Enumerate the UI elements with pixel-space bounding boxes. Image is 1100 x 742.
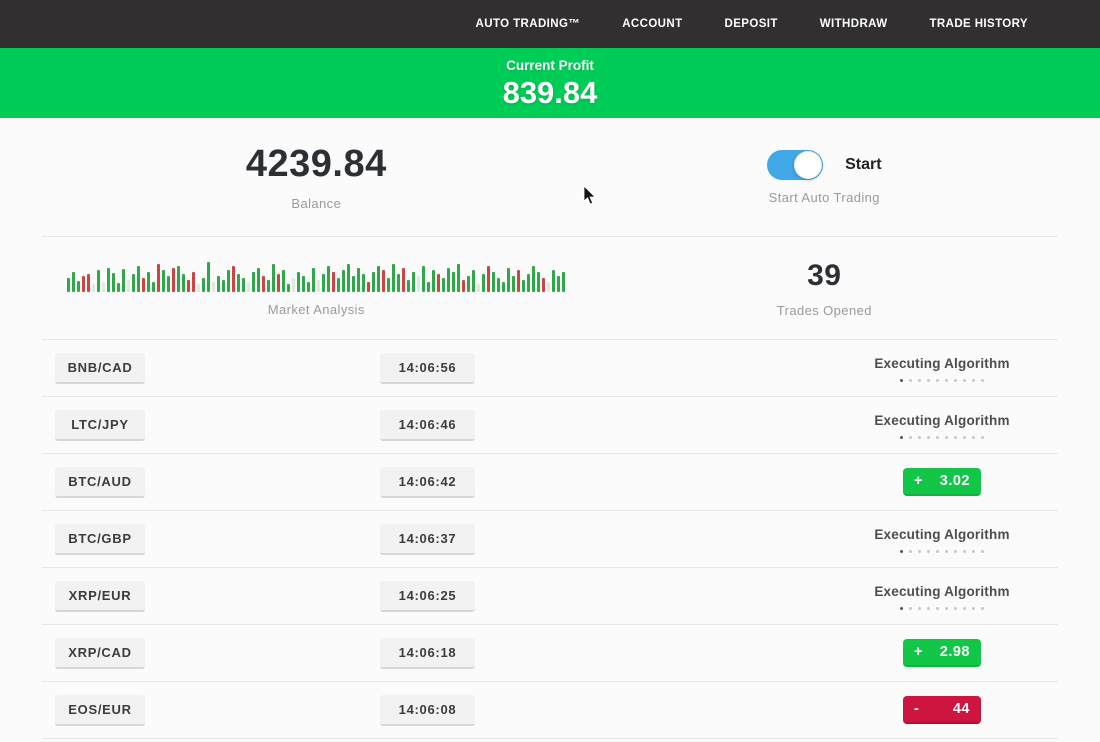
trades-opened-label: Trades Opened (776, 302, 872, 318)
pair-badge[interactable]: LTC/JPY (55, 409, 145, 441)
nav-deposit[interactable]: DEPOSIT (724, 18, 778, 30)
market-section: Market Analysis 39 Trades Opened (42, 237, 1058, 340)
time-badge: 14:06:46 (380, 409, 475, 441)
current-profit-value: 839.84 (502, 75, 598, 110)
table-row: LTC/JPY 14:06:46 Executing Algorithm (42, 397, 1058, 454)
table-row: XRP/CAD 14:06:18 +2.98 (42, 625, 1058, 682)
current-profit-banner: Current Profit 839.84 (0, 48, 1100, 118)
progress-dots (874, 606, 1009, 610)
time-badge: 14:06:42 (380, 466, 475, 498)
pair-badge[interactable]: BNB/CAD (55, 352, 145, 384)
trades-opened-value: 39 (807, 258, 842, 292)
nav-auto-trading[interactable]: AUTO TRADING™ (475, 18, 581, 30)
market-analysis-chart (67, 260, 566, 292)
time-badge: 14:06:25 (380, 580, 475, 612)
time-badge: 14:06:18 (380, 637, 475, 669)
executing-status: Executing Algorithm (874, 583, 1009, 610)
auto-trading-toggle[interactable] (767, 149, 824, 180)
pair-badge[interactable]: EOS/EUR (55, 694, 145, 726)
nav-withdraw[interactable]: WITHDRAW (819, 18, 888, 30)
table-row: EOS/EUR 14:06:08 -44 (42, 682, 1058, 739)
table-row: BNB/CAD 14:06:56 Executing Algorithm (42, 340, 1058, 397)
table-row: XRP/EUR 14:06:25 Executing Algorithm (42, 568, 1058, 625)
current-profit-label: Current Profit (506, 58, 594, 73)
executing-status: Executing Algorithm (874, 526, 1009, 553)
pair-badge[interactable]: XRP/CAD (55, 637, 145, 669)
time-badge: 14:06:37 (380, 523, 475, 555)
nav-trade-history[interactable]: TRADE HISTORY (929, 18, 1028, 30)
table-row: BTC/AUD 14:06:42 +3.02 (42, 454, 1058, 511)
balance-section: 4239.84 Balance Start Start Auto Trading (42, 118, 1058, 237)
pair-badge[interactable]: BTC/AUD (55, 466, 145, 498)
table-row: BTC/GBP 14:06:37 Executing Algorithm (42, 511, 1058, 568)
result-badge: +2.98 (903, 639, 981, 667)
executing-status: Executing Algorithm (874, 355, 1009, 382)
result-badge: +3.02 (903, 468, 981, 496)
trades-table: BNB/CAD 14:06:56 Executing Algorithm LTC… (42, 340, 1058, 739)
toggle-knob (794, 150, 823, 179)
top-navbar: AUTO TRADING™ ACCOUNT DEPOSIT WITHDRAW T… (0, 0, 1100, 48)
progress-dots (874, 435, 1009, 439)
pair-badge[interactable]: XRP/EUR (55, 580, 145, 612)
progress-dots (874, 549, 1009, 553)
time-badge: 14:06:08 (380, 694, 475, 726)
market-analysis-label: Market Analysis (267, 301, 365, 317)
toggle-label: Start (845, 155, 882, 173)
result-badge: -44 (903, 696, 981, 724)
time-badge: 14:06:56 (380, 352, 475, 384)
pair-badge[interactable]: BTC/GBP (55, 523, 145, 555)
balance-value: 4239.84 (245, 143, 387, 185)
balance-label: Balance (291, 196, 342, 211)
progress-dots (874, 378, 1009, 382)
nav-account[interactable]: ACCOUNT (622, 18, 683, 30)
start-auto-trading-label: Start Auto Trading (768, 189, 880, 205)
executing-status: Executing Algorithm (874, 412, 1009, 439)
